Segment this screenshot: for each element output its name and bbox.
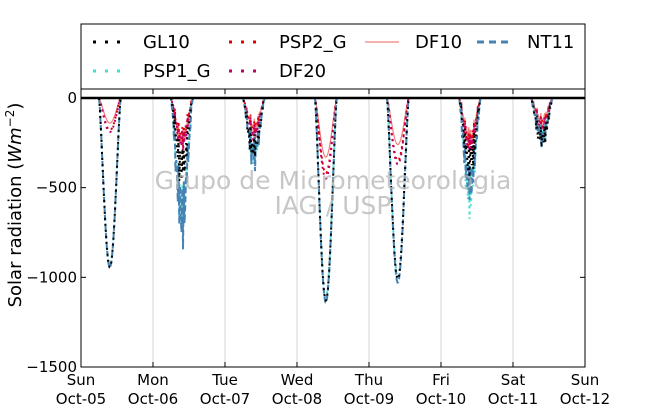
- legend-label-psp1_g: PSP1_G: [143, 61, 211, 82]
- x-tick-label-date: Oct-08: [272, 390, 322, 408]
- legend-label-gl10: GL10: [143, 32, 190, 53]
- legend: GL10 PSP2_G DF10 NT11 PSP1_G DF20: [80, 23, 586, 90]
- legend-label-df20: DF20: [279, 61, 326, 82]
- x-tick-label-day: Sat: [501, 371, 526, 389]
- y-tick-label: −500: [36, 179, 77, 197]
- x-tick-label-day: Fri: [432, 371, 450, 389]
- x-tick-label-day: Thu: [354, 371, 383, 389]
- x-tick-label-day: Sun: [571, 371, 600, 389]
- watermark-line-1: Grupo de Micrometeorologia: [155, 166, 512, 195]
- legend-box: [80, 23, 586, 90]
- watermark: Grupo de Micrometeorologia IAG / USP: [155, 166, 512, 220]
- y-tick-label: −1500: [26, 358, 77, 376]
- legend-label-psp2_g: PSP2_G: [279, 32, 347, 53]
- x-tick-label-date: Oct-06: [128, 390, 178, 408]
- x-tick-label-date: Oct-05: [56, 390, 106, 408]
- x-tick-label-day: Tue: [211, 371, 238, 389]
- series-line-df10: [81, 97, 585, 158]
- grid-layer: [152, 89, 514, 367]
- x-tick-label-date: Oct-10: [416, 390, 466, 408]
- y-tick-label: 0: [67, 89, 77, 107]
- legend-label-df10: DF10: [415, 32, 462, 53]
- x-tick-label-day: Wed: [281, 371, 314, 389]
- x-tick-label-day: Mon: [137, 371, 169, 389]
- y-tick-label: −1000: [26, 268, 77, 286]
- x-tick-label-date: Oct-12: [560, 390, 610, 408]
- y-axis-label: Solar radiation (Wm−2): [3, 103, 26, 308]
- watermark-line-2: IAG / USP: [275, 191, 392, 220]
- x-tick-label-date: Oct-09: [344, 390, 394, 408]
- x-tick-label-date: Oct-11: [488, 390, 538, 408]
- series-layer: [81, 96, 585, 304]
- x-tick-label-day: Sun: [67, 371, 96, 389]
- x-tick-label-date: Oct-07: [200, 390, 250, 408]
- axes-layer: 0−500−1000−1500SunOct-05MonOct-06TueOct-…: [26, 88, 610, 408]
- legend-label-nt11: NT11: [527, 32, 574, 53]
